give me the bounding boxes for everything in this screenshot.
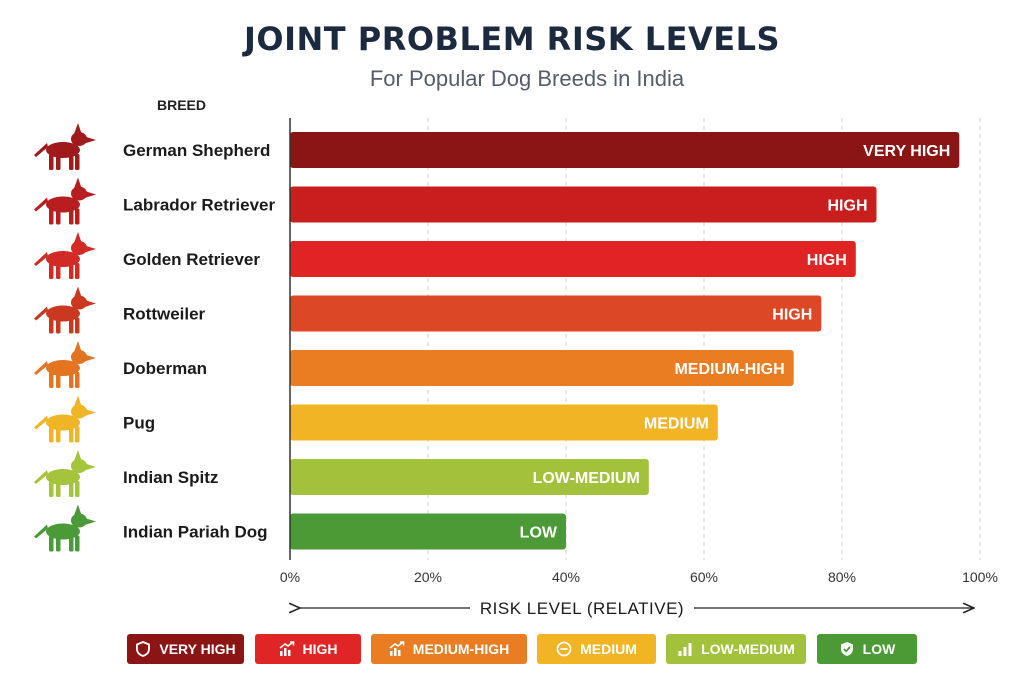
legend-item-high: HIGH — [255, 634, 361, 664]
x-tick-label: 40% — [552, 569, 580, 585]
x-tick-label: 0% — [280, 569, 300, 585]
bar-value-label: LOW-MEDIUM — [533, 470, 640, 487]
legend-item-low: LOW — [817, 634, 917, 664]
dog-silhouette-icon — [34, 286, 96, 334]
chart-title: JOINT PROBLEM RISK LEVELS — [243, 20, 781, 58]
x-tick-label: 60% — [690, 569, 718, 585]
bar — [290, 459, 649, 495]
breed-label: Rottweiler — [123, 305, 206, 324]
legend-label: HIGH — [302, 641, 338, 657]
bar-value-label: HIGH — [828, 198, 868, 215]
bar — [290, 513, 566, 550]
legend-label: LOW — [862, 641, 896, 657]
legend-item-medium: MEDIUM — [537, 634, 656, 664]
shield-check-icon — [839, 641, 855, 657]
legend-label: MEDIUM-HIGH — [412, 641, 510, 657]
x-tick-label: 100% — [962, 569, 998, 585]
dog-silhouette-icon — [34, 504, 96, 552]
bar-value-label: HIGH — [807, 252, 847, 269]
bar — [290, 132, 960, 168]
breed-label: German Shepherd — [123, 141, 270, 160]
bar-value-label: MEDIUM-HIGH — [674, 361, 784, 378]
breed-label: Indian Pariah Dog — [123, 523, 268, 542]
dog-silhouette-icon — [34, 177, 96, 225]
breed-label: Golden Retriever — [123, 250, 260, 269]
breed-column-header: BREED — [157, 97, 207, 113]
x-tick-label: 80% — [828, 569, 856, 585]
bar-value-label: HIGH — [772, 307, 812, 324]
dog-silhouette-icon — [34, 123, 96, 170]
minus-circle-icon — [556, 641, 572, 657]
legend-item-medium-high: MEDIUM-HIGH — [371, 634, 527, 664]
legend-label: LOW-MEDIUM — [701, 641, 795, 657]
bar — [290, 350, 794, 386]
legend-label: VERY HIGH — [159, 641, 236, 657]
bar-chart-icon — [677, 641, 693, 657]
breed-label: Indian Spitz — [123, 468, 218, 487]
bar — [290, 241, 856, 277]
x-axis-title: RISK LEVEL (RELATIVE) — [480, 599, 684, 618]
trend-up-icon — [389, 641, 405, 657]
bar — [290, 295, 822, 332]
bar — [290, 404, 718, 441]
x-tick-label: 20% — [414, 569, 442, 585]
legend-item-very-high: VERY HIGH — [127, 634, 244, 664]
dog-silhouette-icon — [34, 232, 96, 279]
breed-label: Labrador Retriever — [123, 196, 275, 215]
trend-up-icon — [279, 641, 295, 657]
risk-bar-chart: VERY HIGH HIGH HIGH HIGH MEDIUM-HIGH MEDIUM LO… — [34, 118, 998, 618]
legend-item-low-medium: LOW-MEDIUM — [666, 634, 806, 664]
shield-icon — [135, 641, 151, 657]
breed-label: Pug — [123, 414, 155, 433]
dog-silhouette-icon — [34, 341, 96, 388]
dog-silhouette-icon — [34, 395, 96, 443]
bar-value-label: LOW — [520, 525, 558, 542]
bar-value-label: VERY HIGH — [863, 143, 950, 160]
breed-label: Doberman — [123, 359, 207, 378]
legend-label: MEDIUM — [580, 641, 637, 657]
bar-value-label: MEDIUM — [644, 416, 709, 433]
bar — [290, 186, 877, 223]
chart-subtitle: For Popular Dog Breeds in India — [369, 66, 685, 91]
dog-silhouette-icon — [34, 450, 96, 497]
